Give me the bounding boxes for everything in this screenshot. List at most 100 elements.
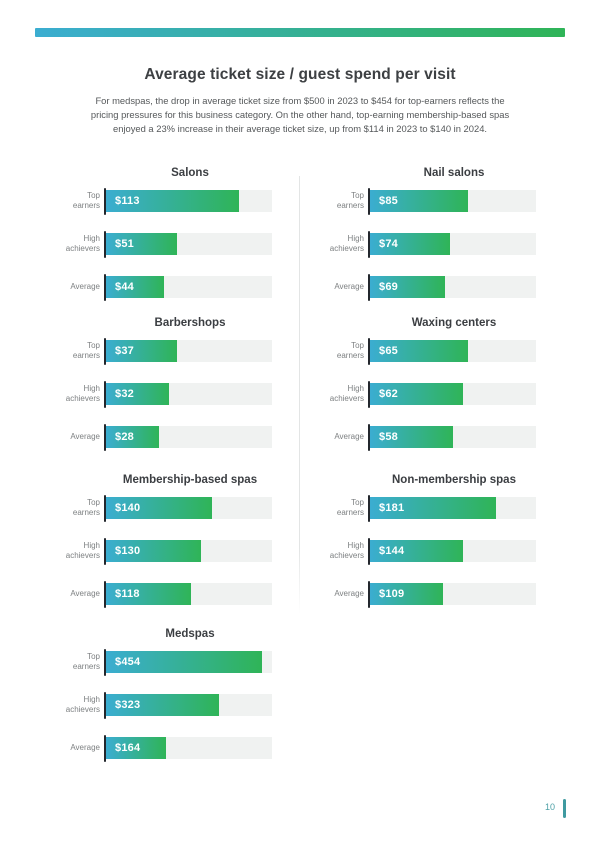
bar-value-label: $44 <box>115 281 134 293</box>
bar-fill: $140 <box>106 497 213 519</box>
row-label: Top earners <box>72 191 100 210</box>
bar-chart-barbershops: Barbershops Top earners $37 High achieve… <box>30 315 300 465</box>
row-label: Average <box>70 589 100 598</box>
bar-value-label: $181 <box>379 502 405 514</box>
page-title: Average ticket size / guest spend per vi… <box>144 66 456 83</box>
bar-fill: $58 <box>370 426 453 448</box>
bar-value-label: $118 <box>115 588 140 600</box>
axis-tick <box>104 230 106 258</box>
bar-track: $113 <box>106 190 272 212</box>
footer-page-number: 10 <box>544 802 555 812</box>
bar-track: $69 <box>370 276 536 298</box>
axis-tick <box>368 230 370 258</box>
chart-rows: Top earners $85 High achievers $74 <box>294 187 564 301</box>
bar-chart-non-membership-spas: Non-membership spas Top earners $181 Hig… <box>294 472 564 622</box>
chart-row: High achievers $32 <box>30 380 300 408</box>
column-divider <box>299 176 300 614</box>
axis-tick <box>368 187 370 215</box>
bar-value-label: $85 <box>379 195 398 207</box>
chart-row: High achievers $130 <box>30 537 300 565</box>
bar-track: $181 <box>370 497 536 519</box>
axis-tick <box>368 580 370 608</box>
bar-fill: $44 <box>106 276 165 298</box>
chart-title: Medspas <box>165 628 215 640</box>
bar-value-label: $454 <box>115 656 141 668</box>
axis-tick <box>104 580 106 608</box>
bar-track: $164 <box>106 737 272 759</box>
bar-track: $85 <box>370 190 536 212</box>
row-label: Average <box>70 282 100 291</box>
bar-fill: $32 <box>106 383 170 405</box>
bar-fill: $62 <box>370 383 463 405</box>
bar-value-label: $32 <box>115 388 134 400</box>
row-label: Average <box>334 282 364 291</box>
bar-fill: $109 <box>370 583 444 605</box>
chart-rows: Top earners $181 High achievers $144 <box>294 494 564 608</box>
bar-track: $44 <box>106 276 272 298</box>
row-label: Average <box>70 432 100 441</box>
chart-row: Top earners $85 <box>294 187 564 215</box>
row-label: High achievers <box>65 384 100 403</box>
chart-rows: Top earners $37 High achievers $32 <box>30 337 300 451</box>
chart-row: Top earners $113 <box>30 187 300 215</box>
bar-track: $144 <box>370 540 536 562</box>
chart-row: High achievers $144 <box>294 537 564 565</box>
chart-rows: Top earners $65 High achievers $62 <box>294 337 564 451</box>
chart-row: Average $109 <box>294 580 564 608</box>
chart-row: Average $44 <box>30 273 300 301</box>
bar-value-label: $37 <box>115 345 134 357</box>
page-subtitle-line: For medspas, the drop in average ticket … <box>95 95 505 106</box>
bar-value-label: $58 <box>379 431 398 443</box>
bar-value-label: $28 <box>115 431 134 443</box>
row-label: High achievers <box>329 234 364 253</box>
bar-fill: $28 <box>106 426 160 448</box>
bar-track: $32 <box>106 383 272 405</box>
chart-title: Barbershops <box>154 317 226 329</box>
row-label: High achievers <box>329 541 364 560</box>
bar-track: $65 <box>370 340 536 362</box>
chart-row: Average $164 <box>30 734 300 762</box>
bar-fill: $113 <box>106 190 239 212</box>
axis-tick <box>104 648 106 676</box>
bar-value-label: $51 <box>115 238 134 250</box>
bar-track: $130 <box>106 540 272 562</box>
chart-row: High achievers $323 <box>30 691 300 719</box>
bar-track: $58 <box>370 426 536 448</box>
bar-fill: $130 <box>106 540 201 562</box>
row-label: Top earners <box>336 191 364 210</box>
row-label: Average <box>334 432 364 441</box>
bar-fill: $85 <box>370 190 468 212</box>
bar-track: $323 <box>106 694 272 716</box>
footer-accent-bar <box>563 799 566 818</box>
bar-fill: $65 <box>370 340 468 362</box>
chart-rows: Top earners $113 High achievers $51 <box>30 187 300 301</box>
bar-value-label: $164 <box>115 742 141 754</box>
chart-title: Non-membership spas <box>392 474 516 486</box>
row-label: Top earners <box>336 341 364 360</box>
chart-title: Salons <box>171 167 209 179</box>
bar-value-label: $62 <box>379 388 398 400</box>
bar-chart-waxing-centers: Waxing centers Top earners $65 High achi… <box>294 315 564 465</box>
bar-track: $74 <box>370 233 536 255</box>
axis-tick <box>104 380 106 408</box>
axis-tick <box>368 273 370 301</box>
bar-track: $454 <box>106 651 272 673</box>
bar-value-label: $144 <box>379 545 405 557</box>
bar-track: $118 <box>106 583 272 605</box>
chart-rows: Top earners $454 High achievers $323 <box>30 648 300 762</box>
bar-track: $28 <box>106 426 272 448</box>
chart-row: Top earners $37 <box>30 337 300 365</box>
axis-tick <box>104 273 106 301</box>
bar-value-label: $69 <box>379 281 398 293</box>
chart-title: Waxing centers <box>411 317 497 329</box>
chart-row: High achievers $62 <box>294 380 564 408</box>
bar-track: $62 <box>370 383 536 405</box>
axis-tick <box>104 537 106 565</box>
chart-row: Average $69 <box>294 273 564 301</box>
row-label: Top earners <box>72 652 100 671</box>
chart-row: Top earners $65 <box>294 337 564 365</box>
chart-row: Average $58 <box>294 423 564 451</box>
chart-row: Average $28 <box>30 423 300 451</box>
bar-fill: $181 <box>370 497 497 519</box>
